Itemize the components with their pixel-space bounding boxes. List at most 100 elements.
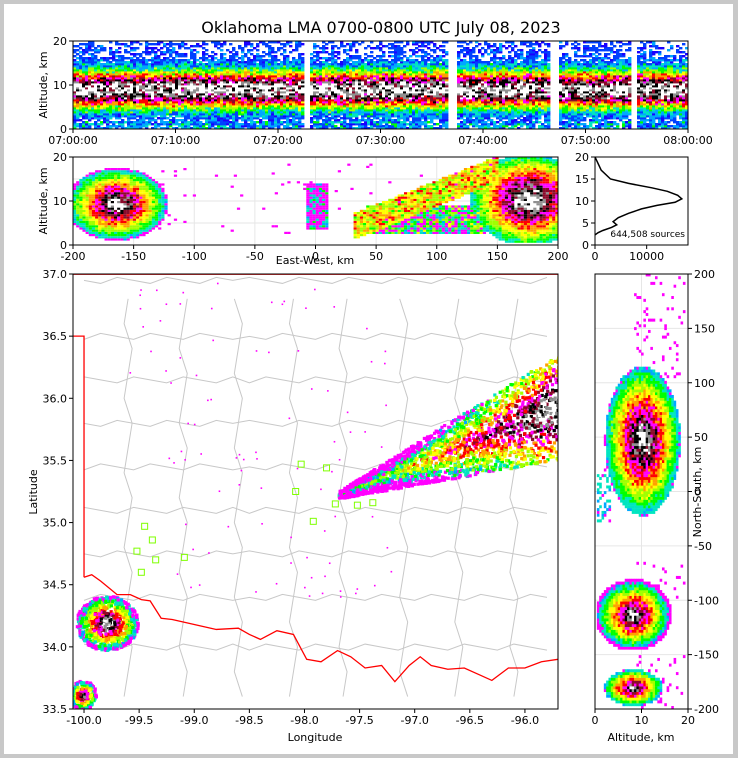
time-altitude-cell bbox=[94, 125, 98, 128]
time-altitude-cell bbox=[259, 107, 263, 110]
time-altitude-cell bbox=[256, 107, 260, 110]
time-altitude-cell bbox=[403, 75, 407, 78]
time-altitude-cell bbox=[172, 47, 176, 50]
time-altitude-cell bbox=[433, 43, 437, 46]
time-altitude-cell bbox=[208, 63, 212, 66]
time-altitude-cell bbox=[190, 75, 194, 78]
time-altitude-cell bbox=[154, 107, 158, 110]
time-altitude-cell bbox=[229, 75, 233, 78]
time-altitude-cell bbox=[397, 57, 401, 60]
time-altitude-cell bbox=[262, 115, 266, 118]
time-altitude-cell bbox=[160, 69, 164, 72]
time-altitude-cell bbox=[220, 107, 224, 110]
time-altitude-cell bbox=[421, 55, 425, 58]
time-altitude-cell bbox=[79, 89, 83, 92]
time-altitude-cell bbox=[421, 59, 425, 62]
time-altitude-cell bbox=[208, 111, 212, 114]
time-altitude-cell bbox=[79, 47, 83, 50]
time-altitude-cell bbox=[349, 125, 353, 128]
time-altitude-cell bbox=[103, 107, 107, 110]
time-altitude-cell bbox=[457, 109, 461, 112]
time-altitude-cell bbox=[151, 61, 155, 64]
time-altitude-cell bbox=[385, 89, 389, 92]
time-altitude-cell bbox=[142, 81, 146, 84]
time-altitude-cell bbox=[472, 111, 476, 114]
time-altitude-cell bbox=[313, 117, 317, 120]
time-altitude-cell bbox=[328, 109, 332, 112]
time-altitude-cell bbox=[439, 95, 443, 98]
time-altitude-cell bbox=[253, 97, 257, 100]
time-altitude-cell bbox=[133, 95, 137, 98]
time-altitude-cell bbox=[85, 81, 89, 84]
time-altitude-cell bbox=[331, 103, 335, 106]
time-altitude-cell bbox=[280, 115, 284, 118]
time-altitude-cell bbox=[241, 57, 245, 60]
time-altitude-cell bbox=[181, 89, 185, 92]
time-altitude-cell bbox=[274, 101, 278, 104]
time-altitude-cell bbox=[379, 81, 383, 84]
time-altitude-cell bbox=[421, 105, 425, 108]
time-altitude-cell bbox=[88, 89, 92, 92]
time-altitude-cell bbox=[223, 101, 227, 104]
time-altitude-cell bbox=[316, 75, 320, 78]
time-altitude-cell bbox=[157, 65, 161, 68]
time-altitude-cell bbox=[124, 57, 128, 60]
time-altitude-cell bbox=[289, 61, 293, 64]
time-altitude-cell bbox=[94, 57, 98, 60]
time-altitude-cell bbox=[418, 85, 422, 88]
time-altitude-cell bbox=[232, 99, 236, 102]
time-altitude-cell bbox=[139, 119, 143, 122]
time-altitude-cell bbox=[355, 121, 359, 124]
time-altitude-cell bbox=[178, 53, 182, 56]
time-altitude-cell bbox=[100, 71, 104, 74]
time-altitude-cell bbox=[172, 43, 176, 46]
time-altitude-cell bbox=[457, 113, 461, 116]
time-altitude-cell bbox=[445, 101, 449, 104]
time-altitude-cell bbox=[346, 77, 350, 80]
time-altitude-cell bbox=[313, 87, 317, 90]
time-altitude-cell bbox=[154, 89, 158, 92]
time-altitude-cell bbox=[259, 77, 263, 80]
time-altitude-cell bbox=[202, 53, 206, 56]
time-altitude-cell bbox=[427, 81, 431, 84]
time-altitude-cell bbox=[475, 125, 479, 128]
time-altitude-cell bbox=[178, 111, 182, 114]
time-altitude-cell bbox=[409, 99, 413, 102]
time-altitude-cell bbox=[211, 79, 215, 82]
time-altitude-cell bbox=[433, 99, 437, 102]
time-altitude-cell bbox=[253, 79, 257, 82]
time-altitude-cell bbox=[226, 93, 230, 96]
time-altitude-cell bbox=[76, 115, 80, 118]
time-altitude-cell bbox=[166, 103, 170, 106]
time-altitude-cell bbox=[160, 101, 164, 104]
time-altitude-cell bbox=[109, 41, 113, 44]
time-altitude-cell bbox=[115, 101, 119, 104]
time-altitude-cell bbox=[109, 115, 113, 118]
time-altitude-cell bbox=[442, 89, 446, 92]
time-altitude-cell bbox=[139, 91, 143, 94]
time-altitude-cell bbox=[415, 43, 419, 46]
time-altitude-cell bbox=[286, 121, 290, 124]
time-altitude-cell bbox=[112, 71, 116, 74]
time-altitude-cell bbox=[106, 69, 110, 72]
time-altitude-cell bbox=[88, 107, 92, 110]
time-altitude-cell bbox=[166, 67, 170, 70]
time-altitude-cell bbox=[121, 83, 125, 86]
time-altitude-cell bbox=[343, 77, 347, 80]
time-altitude-cell bbox=[430, 113, 434, 116]
time-altitude-cell bbox=[289, 87, 293, 90]
time-altitude-cell bbox=[358, 63, 362, 66]
time-altitude-cell bbox=[268, 95, 272, 98]
time-altitude-cell bbox=[436, 127, 440, 129]
time-altitude-cell bbox=[346, 109, 350, 112]
time-altitude-cell bbox=[340, 121, 344, 124]
time-altitude-cell bbox=[466, 107, 470, 110]
time-altitude-cell bbox=[88, 127, 92, 129]
time-altitude-cell bbox=[148, 105, 152, 108]
time-altitude-cell bbox=[175, 55, 179, 58]
time-altitude-cell bbox=[139, 65, 143, 68]
time-altitude-cell bbox=[190, 127, 194, 129]
time-altitude-cell bbox=[154, 57, 158, 60]
time-altitude-cell bbox=[106, 93, 110, 96]
time-altitude-cell bbox=[76, 125, 80, 128]
